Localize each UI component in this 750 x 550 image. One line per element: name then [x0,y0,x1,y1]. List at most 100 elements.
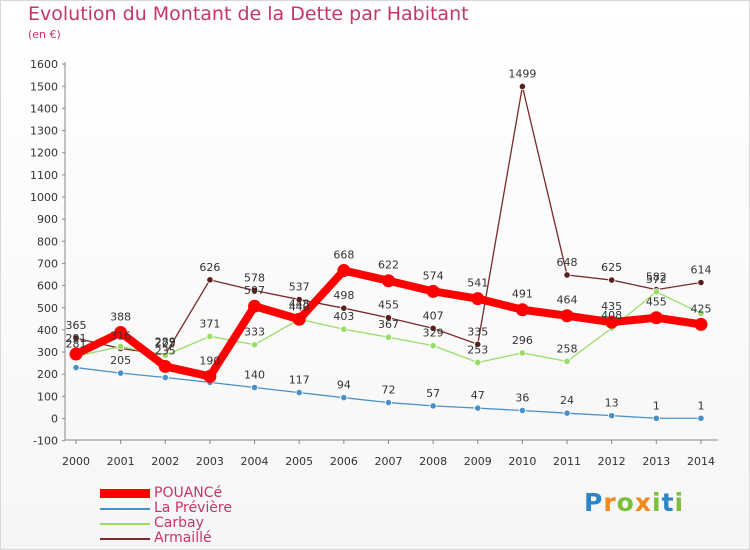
data-point [117,342,125,351]
data-point [69,347,83,361]
data-point [471,292,485,306]
data-point [608,412,616,420]
data-point [161,351,169,359]
legend-swatch [100,507,150,510]
x-tick-label: 2008 [419,455,447,468]
data-point [250,383,259,392]
data-label: 291 [66,332,87,345]
logo-letter: i [674,488,685,517]
data-point [384,314,393,322]
x-tick-label: 2000 [62,455,90,468]
data-label: 403 [333,310,354,323]
y-tick-label: 800 [37,235,58,248]
x-tick-label: 2003 [196,455,224,468]
legend-swatch [100,489,150,498]
data-point [384,333,393,341]
legend-label: La Prévière [154,500,232,516]
data-label: 289 [155,335,176,348]
data-point [337,264,351,278]
legend-label: Armaillé [154,530,212,546]
x-tick-label: 2001 [107,455,135,468]
data-point [515,303,529,317]
data-point [518,349,527,357]
data-point [248,299,262,313]
data-point [381,274,395,288]
data-point [161,373,169,382]
data-label: 13 [605,397,619,410]
data-label: 1 [653,399,660,412]
data-label: 448 [289,297,310,310]
y-tick-label: 1100 [30,169,58,182]
data-label: 190 [199,354,220,367]
data-label: 440 [289,300,310,313]
y-tick-label: 900 [37,213,58,226]
data-point [340,394,348,402]
y-tick-label: 1000 [30,191,58,204]
data-label: 622 [378,259,399,272]
y-tick-label: 0 [51,413,58,426]
data-label: 537 [289,281,310,294]
legend-item: Carbay [100,516,232,531]
data-point [292,312,306,326]
data-point [518,82,527,91]
data-point [697,278,705,287]
y-tick-label: 1600 [30,58,58,71]
data-label: 507 [244,284,265,297]
data-point [649,311,663,325]
y-tick-label: 600 [37,280,58,293]
data-point [295,295,303,304]
x-tick-label: 2007 [374,455,402,468]
data-point [206,332,214,340]
data-label: 1 [697,399,704,412]
y-tick-label: 500 [37,302,58,315]
data-label: 57 [426,387,440,400]
data-point [250,341,259,349]
x-tick-label: 2009 [464,455,492,468]
data-label: 367 [378,318,399,331]
data-point [203,369,217,383]
x-tick-label: 2004 [241,455,269,468]
data-label: 435 [601,300,622,313]
logo-letter: o [616,488,635,517]
data-label: 94 [337,379,351,392]
y-tick-label: 1200 [30,147,58,160]
data-point [429,324,437,332]
data-point [426,284,440,298]
data-point [652,288,660,296]
legend-item: POUANCé [100,486,232,501]
data-point [340,304,348,312]
data-label: 388 [110,311,131,324]
data-point [560,309,574,323]
logo-letter: t [661,488,675,517]
data-point [474,404,482,412]
unit-label: (en €) [28,28,61,41]
y-tick-label: 300 [37,346,58,359]
data-point [429,402,437,410]
y-tick-label: 1400 [30,102,58,115]
chart-title: Evolution du Montant de la Dette par Hab… [28,3,469,25]
data-label: 626 [199,261,220,274]
y-tick-label: -100 [33,435,58,448]
legend-item: La Prévière [100,501,232,516]
data-label: 335 [467,325,488,338]
data-point [117,369,125,377]
data-label: 72 [381,384,395,397]
y-tick-label: 1300 [30,125,58,138]
data-point [474,340,482,348]
y-tick-label: 1500 [30,80,58,93]
data-label: 36 [515,392,529,405]
data-label: 371 [199,317,220,330]
data-point [429,342,437,350]
logo-letter: i [652,488,662,517]
data-label: 491 [512,288,533,301]
data-label: 574 [423,269,444,282]
data-label: 408 [601,309,622,322]
data-label: 455 [378,299,399,312]
data-label: 253 [467,343,488,356]
logo-letter: P [584,488,604,517]
data-point [295,388,303,397]
data-point [697,309,705,317]
legend-swatch [100,522,150,525]
data-point [608,276,616,284]
